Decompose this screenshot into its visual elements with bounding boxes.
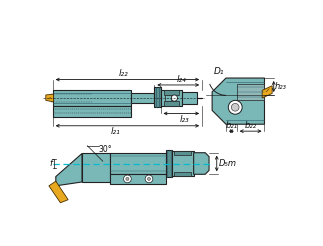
Text: f: f	[49, 159, 52, 168]
Bar	[237, 84, 265, 100]
Text: l₂₂: l₂₂	[119, 69, 129, 78]
Circle shape	[228, 100, 242, 114]
Circle shape	[124, 175, 131, 183]
Text: b₂₁: b₂₁	[225, 121, 237, 130]
Bar	[53, 106, 131, 117]
Polygon shape	[49, 181, 68, 203]
Text: h₂₃: h₂₃	[275, 82, 287, 91]
Bar	[161, 90, 182, 106]
Polygon shape	[262, 86, 272, 98]
Text: 30°: 30°	[98, 145, 112, 154]
Bar	[164, 90, 179, 95]
Bar	[154, 87, 161, 107]
Bar	[131, 93, 154, 103]
Circle shape	[171, 95, 177, 101]
Bar	[166, 150, 172, 177]
Bar	[164, 101, 179, 106]
Bar	[53, 90, 131, 106]
Polygon shape	[46, 94, 54, 102]
Polygon shape	[182, 92, 202, 104]
Circle shape	[145, 175, 153, 183]
Text: l₂₃: l₂₃	[180, 115, 189, 124]
Text: l₂₁: l₂₁	[111, 127, 121, 136]
Circle shape	[126, 177, 129, 180]
Text: D₁: D₁	[214, 67, 224, 76]
Polygon shape	[212, 78, 265, 124]
Bar	[172, 151, 194, 176]
Polygon shape	[56, 154, 82, 186]
Polygon shape	[82, 154, 110, 182]
Bar	[174, 151, 191, 155]
Polygon shape	[194, 153, 209, 174]
Circle shape	[231, 103, 239, 111]
Bar	[110, 153, 166, 174]
Bar	[165, 95, 171, 101]
Text: l₂₄: l₂₄	[176, 75, 186, 84]
Text: b₂₂: b₂₂	[245, 121, 257, 130]
Text: D₅m: D₅m	[218, 159, 236, 168]
Circle shape	[147, 177, 151, 180]
Bar	[110, 174, 166, 184]
Bar	[174, 172, 191, 176]
